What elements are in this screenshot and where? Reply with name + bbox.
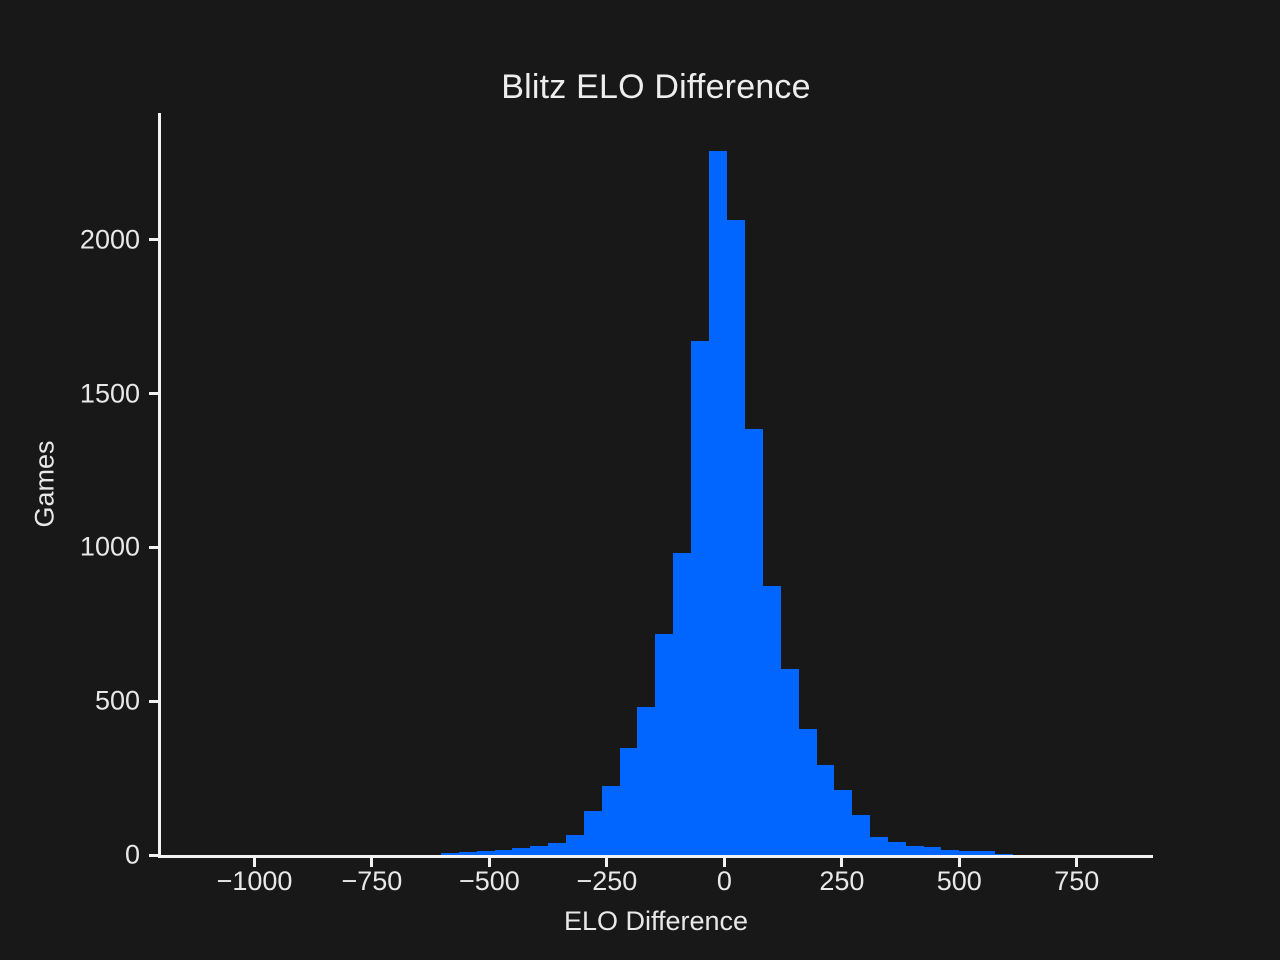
histogram-bar	[816, 764, 835, 855]
x-tick-mark	[957, 858, 961, 867]
histogram-bar	[655, 634, 674, 855]
histogram-bar	[851, 815, 871, 855]
histogram-bar	[833, 790, 853, 855]
histogram-bar	[941, 849, 960, 855]
histogram-bar	[441, 852, 460, 855]
histogram-bar	[583, 810, 603, 855]
x-tick-mark	[487, 858, 491, 867]
histogram-bar	[976, 851, 996, 855]
y-tick-mark	[149, 545, 158, 549]
x-tick-label: −750	[341, 866, 403, 896]
y-tick-label: 500	[94, 685, 140, 716]
histogram-bar	[691, 341, 710, 855]
x-axis-spine	[158, 855, 1153, 858]
histogram-bar	[887, 842, 906, 855]
y-tick-mark	[149, 853, 158, 857]
histogram-bar	[708, 150, 728, 855]
histogram-bar	[512, 848, 531, 855]
x-tick-label: −1000	[216, 866, 293, 896]
x-tick-mark	[605, 858, 609, 867]
histogram-bar	[566, 835, 585, 855]
histogram-bar	[726, 219, 746, 855]
x-tick-mark	[722, 858, 726, 867]
y-tick-mark	[149, 392, 158, 396]
y-axis-spine	[158, 113, 161, 858]
x-tick-label: 750	[1054, 866, 1100, 896]
x-tick-label: 0	[716, 866, 732, 896]
histogram-bar	[744, 428, 763, 855]
chart-title: Blitz ELO Difference	[501, 68, 811, 106]
y-tick-mark	[149, 699, 158, 703]
histogram-bar	[798, 728, 817, 855]
y-tick-label: 1000	[79, 531, 140, 562]
histogram-bar	[458, 851, 478, 855]
x-tick-mark	[1075, 858, 1079, 867]
x-axis-label: ELO Difference	[563, 906, 749, 936]
histogram-bar	[994, 854, 1013, 855]
histogram-bar	[762, 586, 781, 855]
histogram-bar	[494, 849, 513, 855]
histogram-bar	[530, 846, 549, 855]
x-tick-label: −250	[576, 866, 638, 896]
histogram-bar	[958, 850, 978, 855]
x-tick-mark	[253, 858, 256, 867]
histogram-bar	[637, 706, 656, 855]
histogram-bar	[905, 846, 924, 855]
histogram-bar	[780, 668, 799, 855]
histogram-bar	[673, 553, 692, 855]
y-tick-label: 0	[124, 839, 140, 870]
histogram-bar	[601, 785, 621, 855]
histogram-bar	[869, 836, 888, 855]
histogram-bar	[548, 842, 567, 855]
x-tick-mark	[840, 858, 844, 867]
x-tick-mark	[370, 858, 374, 867]
y-tick-mark	[149, 238, 158, 242]
histogram-bar	[923, 847, 942, 855]
histogram-bar	[619, 748, 638, 855]
y-tick-label: 1500	[79, 378, 140, 409]
y-axis-label: Games	[29, 440, 60, 528]
x-tick-label: −500	[458, 866, 520, 896]
histogram-bar	[476, 851, 496, 855]
y-tick-label: 2000	[79, 224, 140, 255]
x-tick-label: 500	[936, 866, 982, 896]
x-tick-label: 250	[819, 866, 865, 896]
